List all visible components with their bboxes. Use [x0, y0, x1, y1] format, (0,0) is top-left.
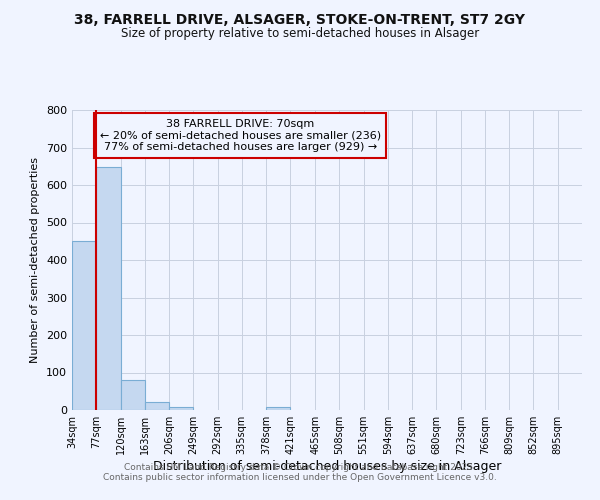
Y-axis label: Number of semi-detached properties: Number of semi-detached properties	[31, 157, 40, 363]
Text: 38 FARRELL DRIVE: 70sqm
← 20% of semi-detached houses are smaller (236)
77% of s: 38 FARRELL DRIVE: 70sqm ← 20% of semi-de…	[100, 119, 381, 152]
Text: Contains HM Land Registry data © Crown copyright and database right 2025.
Contai: Contains HM Land Registry data © Crown c…	[103, 463, 497, 482]
Bar	[72, 242, 96, 410]
Bar	[169, 407, 193, 410]
Bar	[266, 407, 290, 410]
Text: Size of property relative to semi-detached houses in Alsager: Size of property relative to semi-detach…	[121, 28, 479, 40]
X-axis label: Distribution of semi-detached houses by size in Alsager: Distribution of semi-detached houses by …	[153, 460, 501, 473]
Text: 38, FARRELL DRIVE, ALSAGER, STOKE-ON-TRENT, ST7 2GY: 38, FARRELL DRIVE, ALSAGER, STOKE-ON-TRE…	[74, 12, 526, 26]
Bar	[145, 402, 169, 410]
Bar	[96, 167, 121, 410]
Bar	[121, 380, 145, 410]
